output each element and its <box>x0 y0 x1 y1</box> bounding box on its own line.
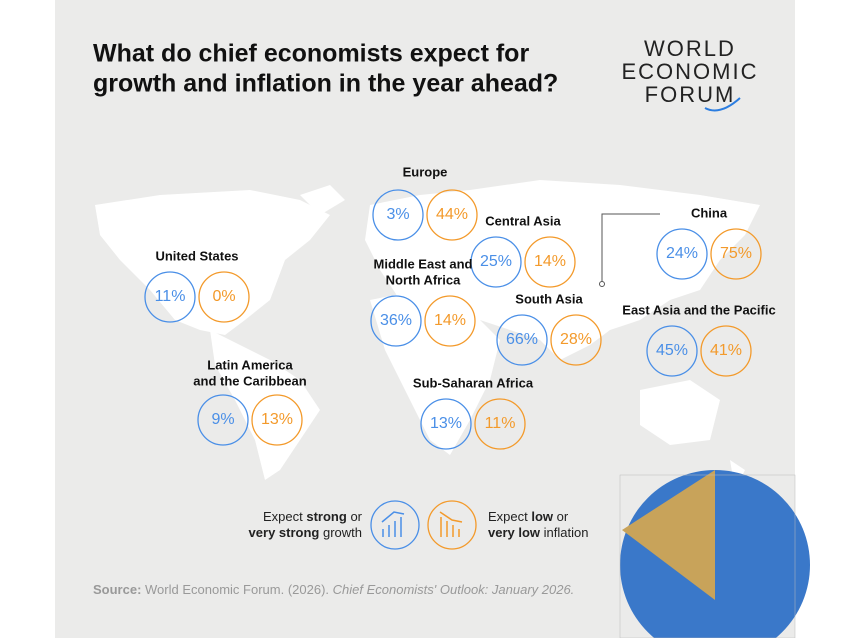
inflation-circle <box>251 394 303 446</box>
logo-text: ECONOMIC <box>622 59 759 84</box>
legend-part: Expect <box>488 509 531 524</box>
logo: WORLD ECONOMIC FORUM <box>622 36 759 112</box>
decor <box>619 470 810 643</box>
legend-part: strong <box>306 509 347 524</box>
growth-value: 13% <box>430 415 462 432</box>
legend-part: Expect <box>263 509 306 524</box>
inflation-glyph <box>439 511 463 537</box>
region-name: Central Asia <box>485 213 561 228</box>
growth-value: 11% <box>155 288 186 305</box>
growth-value: 66% <box>506 331 538 348</box>
growth-value: 24% <box>666 245 698 262</box>
region-name: North Africa <box>386 272 461 287</box>
inflation-value: 28% <box>560 331 592 348</box>
region-name: East Asia and the Pacific <box>622 302 775 317</box>
legend-icon <box>427 500 477 550</box>
inflation-value: 14% <box>434 312 466 329</box>
inflation-circle <box>198 271 250 323</box>
logo-arc <box>704 97 741 112</box>
growth-value: 3% <box>386 206 409 223</box>
inflation-value: 44% <box>436 206 468 223</box>
legend-part: or <box>347 509 363 524</box>
title-line: growth and inflation in the year ahead? <box>93 70 558 98</box>
inflation-value: 14% <box>534 253 566 270</box>
legend-part: very strong <box>249 525 320 540</box>
inflation-value: 11% <box>485 415 516 432</box>
legend-icon <box>370 500 420 550</box>
region: China 24% 75% <box>656 205 762 280</box>
legend-part: or <box>553 509 569 524</box>
title-line: What do chief economists expect for <box>93 40 529 68</box>
inflation-circle <box>424 295 476 347</box>
inflation-value: 13% <box>261 411 293 428</box>
connector-dot <box>599 281 605 287</box>
region: Sub-Saharan Africa 13% 11% <box>413 375 534 450</box>
growth-value: 25% <box>480 253 512 270</box>
inflation-value: 0% <box>212 288 235 305</box>
growth-circle <box>370 295 422 347</box>
inflation-circle <box>524 236 576 288</box>
legend-part: very low <box>488 525 541 540</box>
inflation-value: 75% <box>720 245 752 262</box>
region-name: Latin America <box>207 357 293 372</box>
region: South Asia 66% 28% <box>496 291 602 366</box>
region-name: Middle East and <box>374 256 473 271</box>
region-name: South Asia <box>515 291 583 306</box>
inflation-circle <box>474 398 526 450</box>
region-name: United States <box>155 248 238 263</box>
growth-value: 36% <box>380 312 412 329</box>
logo-text: FORUM <box>645 82 736 107</box>
source-part: Source: <box>93 582 141 597</box>
inflation-circle <box>700 325 752 377</box>
inflation-circle <box>710 228 762 280</box>
growth-circle <box>197 394 249 446</box>
legend-part: inflation <box>540 525 588 540</box>
region: East Asia and the Pacific 45% 41% <box>622 302 776 377</box>
legend-part: growth <box>319 525 362 540</box>
source: Source: World Economic Forum. (2026). Ch… <box>93 582 574 597</box>
region: Europe 3% 44% <box>372 164 478 241</box>
growth-circle <box>372 189 424 241</box>
inflation-circle <box>426 189 478 241</box>
logo-text: WORLD <box>644 36 736 61</box>
inflation-value: 41% <box>710 342 742 359</box>
growth-circle <box>646 325 698 377</box>
growth-circle <box>496 314 548 366</box>
growth-value: 9% <box>211 411 234 428</box>
legend-text: Expect strong or <box>263 509 363 524</box>
region-name: Sub-Saharan Africa <box>413 375 534 390</box>
region: Central Asia 25% 14% <box>470 213 576 288</box>
region-name: and the Caribbean <box>193 373 306 388</box>
legend-text: very low inflation <box>488 525 588 540</box>
legend-text: Expect low or <box>488 509 569 524</box>
region-name: China <box>691 205 728 220</box>
inflation-circle <box>550 314 602 366</box>
region-name: Europe <box>403 164 448 179</box>
growth-circle <box>656 228 708 280</box>
connector <box>601 213 660 283</box>
growth-glyph <box>381 511 405 537</box>
growth-circle <box>470 236 522 288</box>
growth-circle <box>420 398 472 450</box>
world-map <box>95 180 760 490</box>
legend-text: very strong growth <box>249 525 362 540</box>
source-part: Chief Economists' Outlook: January 2026. <box>333 582 575 597</box>
source-part: World Economic Forum. (2026). <box>141 582 332 597</box>
legend-part: low <box>531 509 554 524</box>
region: United States 11% 0% <box>144 248 250 323</box>
growth-value: 45% <box>656 342 688 359</box>
growth-circle <box>144 271 196 323</box>
